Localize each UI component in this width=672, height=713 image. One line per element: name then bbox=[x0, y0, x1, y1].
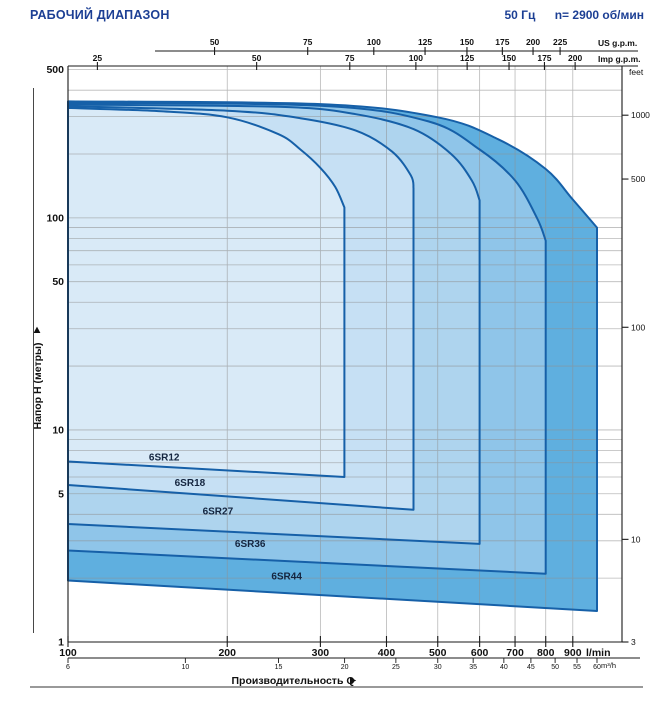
lmin-tick-label-400: 400 bbox=[378, 647, 396, 659]
axes bbox=[67, 47, 640, 663]
impgpm-tick-label-25: 25 bbox=[93, 53, 103, 63]
operating-condition: 50 Гц n= 2900 об/мин bbox=[489, 8, 645, 22]
usgpm-tick-label-175: 175 bbox=[495, 37, 509, 47]
region-label-6SR27: 6SR27 bbox=[203, 506, 234, 517]
speed-value: n= 2900 об/мин bbox=[554, 8, 644, 22]
impgpm-tick-label-150: 150 bbox=[502, 53, 516, 63]
m3h-tick-label-15: 15 bbox=[275, 664, 283, 671]
lmin-tick-label-800: 800 bbox=[537, 647, 555, 659]
impgpm-tick-label-50: 50 bbox=[252, 53, 262, 63]
head-m-tick-label-10: 10 bbox=[52, 424, 64, 436]
lmin-tick-label-100: 100 bbox=[59, 647, 77, 659]
impgpm-tick-label-125: 125 bbox=[460, 53, 474, 63]
region-6SR12-outline bbox=[67, 106, 346, 478]
m3h-tick-label-30: 30 bbox=[434, 664, 442, 671]
head-m-tick-label-100: 100 bbox=[46, 212, 64, 224]
head-m-tick-label-5: 5 bbox=[58, 488, 64, 500]
impgpm-tick-label-75: 75 bbox=[345, 53, 355, 63]
region-6SR18-outline bbox=[67, 105, 415, 511]
feet-tick-label-1000: 1000 bbox=[631, 110, 650, 120]
head-m-tick-label-500: 500 bbox=[46, 64, 64, 76]
lmin-tick-label-500: 500 bbox=[429, 647, 447, 659]
usgpm-tick-label-100: 100 bbox=[367, 37, 381, 47]
head-m-tick-label-1: 1 bbox=[58, 637, 64, 649]
region-label-6SR12: 6SR12 bbox=[149, 453, 180, 464]
region-6SR12-fill bbox=[68, 107, 345, 478]
m3h-tick-label-55: 55 bbox=[573, 664, 581, 671]
region-6SR36-outline bbox=[67, 102, 547, 575]
region-6SR44-outline bbox=[67, 100, 598, 612]
x-axis-title-text: Производительность Q bbox=[231, 675, 354, 687]
lmin-tick-label-600: 600 bbox=[471, 647, 489, 659]
m3h-tick-label-35: 35 bbox=[469, 664, 477, 671]
x-axis-arrow-right-icon bbox=[350, 677, 357, 684]
region-label-6SR44: 6SR44 bbox=[271, 571, 302, 582]
m3h-tick-label-10: 10 bbox=[181, 664, 189, 671]
usgpm-tick-label-75: 75 bbox=[303, 37, 313, 47]
impgpm-tick-label-200: 200 bbox=[568, 53, 582, 63]
usgpm-unit-label: US g.p.m. bbox=[598, 38, 637, 48]
y-axis-title: Напор H (метры) bbox=[32, 343, 44, 430]
m3h-unit-label: m³/h bbox=[601, 661, 616, 670]
m3h-tick-label-50: 50 bbox=[551, 664, 559, 671]
m3h-tick-label-20: 20 bbox=[341, 664, 349, 671]
lmin-tick-label-200: 200 bbox=[218, 647, 236, 659]
gridlines bbox=[68, 66, 622, 642]
feet-tick-label-500: 500 bbox=[631, 174, 645, 184]
chart-header: РАБОЧИЙ ДИАПАЗОН 50 Гц n= 2900 об/мин bbox=[30, 8, 644, 22]
m3h-tick-label-40: 40 bbox=[500, 664, 508, 671]
lmin-tick-label-300: 300 bbox=[312, 647, 330, 659]
impgpm-tick-label-100: 100 bbox=[409, 53, 423, 63]
impgpm-tick-label-175: 175 bbox=[537, 53, 551, 63]
feet-unit-label: feet bbox=[629, 67, 644, 77]
lmin-tick-label-900: 900 bbox=[564, 647, 582, 659]
m3h-tick-label-25: 25 bbox=[392, 664, 400, 671]
usgpm-tick-label-150: 150 bbox=[460, 37, 474, 47]
m3h-tick-label-45: 45 bbox=[527, 664, 535, 671]
lmin-unit-label: l/min bbox=[586, 647, 611, 659]
feet-tick-label-100: 100 bbox=[631, 322, 645, 332]
usgpm-tick-label-200: 200 bbox=[526, 37, 540, 47]
region-label-6SR36: 6SR36 bbox=[235, 539, 266, 550]
m3h-tick-label-6: 6 bbox=[66, 664, 70, 671]
region-6SR27-outline bbox=[67, 103, 481, 545]
usgpm-tick-label-225: 225 bbox=[553, 37, 567, 47]
y-axis-title-text: Напор H (метры) bbox=[32, 343, 44, 430]
feet-tick-label-10: 10 bbox=[631, 534, 641, 544]
impgpm-unit-label: Imp g.p.m. bbox=[598, 54, 641, 64]
feet-tick-label-3: 3 bbox=[631, 637, 636, 647]
y-axis-arrow-up-icon bbox=[33, 326, 41, 333]
region-label-6SR18: 6SR18 bbox=[175, 478, 206, 489]
frequency-value: 50 Гц bbox=[504, 8, 536, 22]
usgpm-tick-label-50: 50 bbox=[210, 37, 220, 47]
lmin-tick-label-700: 700 bbox=[506, 647, 524, 659]
head-m-tick-label-50: 50 bbox=[52, 276, 64, 288]
usgpm-tick-label-125: 125 bbox=[418, 37, 432, 47]
page-title: РАБОЧИЙ ДИАПАЗОН bbox=[30, 8, 170, 22]
m3h-tick-label-60: 60 bbox=[593, 664, 601, 671]
